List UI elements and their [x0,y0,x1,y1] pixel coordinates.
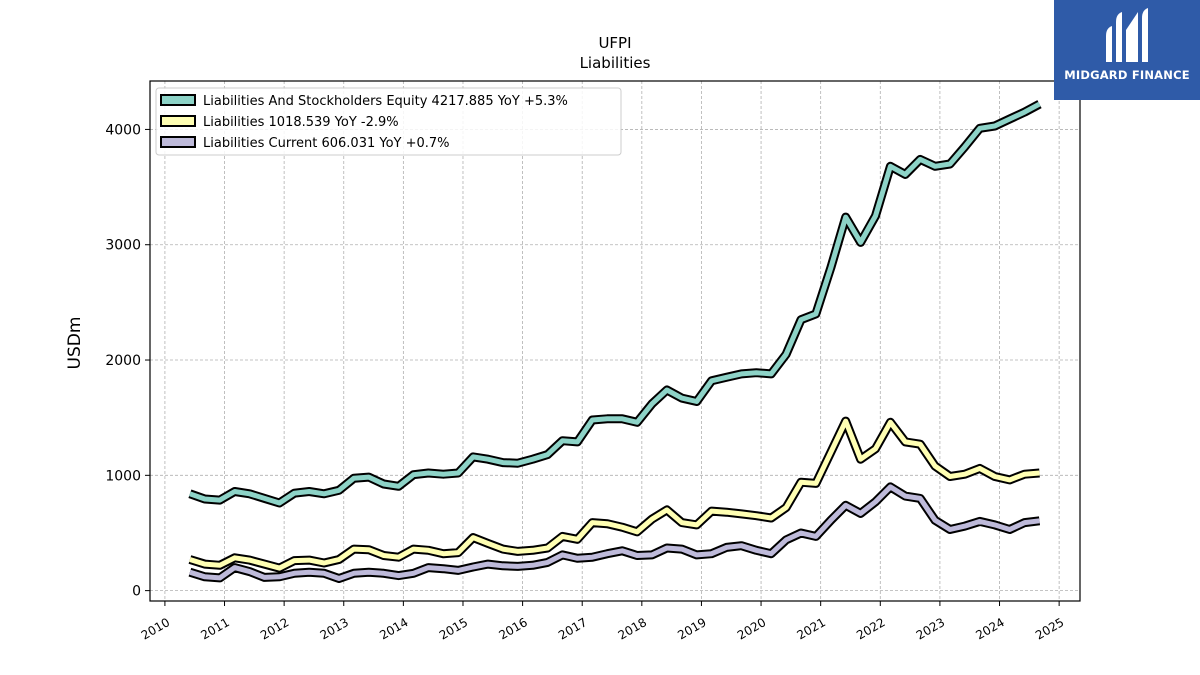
y-tick-label: 0 [132,584,141,600]
x-tick-label: 2025 [1033,615,1066,642]
y-axis-label: USDm [65,317,85,370]
y-tick-label: 4000 [105,122,141,138]
y-axis-ticks: 0 1000 2000 3000 4000 [105,122,150,600]
x-tick-label: 2019 [675,615,708,642]
x-tick-label: 2013 [318,615,351,642]
midgard-logo-icon [1106,8,1148,62]
legend-swatch [160,94,196,106]
x-tick-label: 2020 [735,615,768,642]
y-tick-label: 3000 [105,238,141,254]
series-line [189,418,1040,571]
x-tick-label: 2012 [258,615,291,642]
x-tick-label: 2014 [377,615,410,642]
x-tick-label: 2015 [437,615,470,642]
x-tick-label: 2018 [616,615,649,642]
x-tick-label: 2022 [854,615,887,642]
y-tick-label: 1000 [105,468,141,484]
series-line [189,484,1040,581]
legend-swatch [160,115,196,127]
chart-title: UFPI [598,34,631,52]
legend-label: Liabilities 1018.539 YoY -2.9% [203,115,399,130]
chart-subtitle: Liabilities [580,54,651,72]
logo-text: MIDGARD FINANCE [1064,68,1190,82]
y-tick-label: 2000 [105,353,141,369]
x-tick-label: 2017 [556,615,589,642]
legend-swatch [160,136,196,148]
legend-label: Liabilities Current 606.031 YoY +0.7% [203,136,450,151]
x-axis-ticks: 2010 2011 2012 2013 2014 2015 2016 2017 2018 2019… [139,601,1066,643]
series-line [189,101,1041,506]
grid-lines [150,81,1080,601]
plot-frame [149,80,1081,602]
legend-label: Liabilities And Stockholders Equity 4217… [203,94,568,109]
x-tick-label: 2021 [795,615,828,642]
midgard-finance-logo: MIDGARD FINANCE [1054,0,1200,100]
legend: Liabilities And Stockholders Equity 4217… [155,87,622,156]
x-tick-label: 2023 [914,615,947,642]
x-tick-label: 2024 [973,615,1006,642]
x-tick-label: 2010 [139,615,172,642]
x-tick-label: 2016 [496,615,529,642]
series-lines [188,100,1042,583]
legend-box [155,87,622,156]
x-tick-label: 2011 [198,615,231,642]
